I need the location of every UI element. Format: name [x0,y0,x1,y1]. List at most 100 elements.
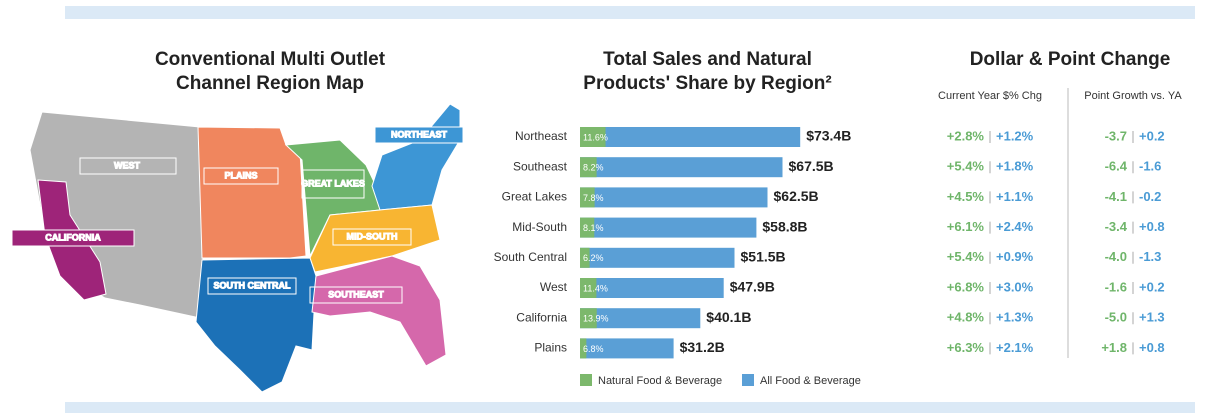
share-label: 6.8% [583,344,604,354]
change-natural: -3.4 [1105,219,1128,234]
bar [580,278,724,298]
change-natural: +6.1% [947,219,985,234]
change-all: +0.9% [996,249,1034,264]
share-bar [580,278,597,298]
label-box [374,126,464,144]
region-label: SOUTHEAST [328,289,384,299]
value-label: $51.5B [741,249,786,265]
change-natural: -4.1 [1105,189,1127,204]
change-all: -1.6 [1139,159,1161,174]
change-all: -1.3 [1139,249,1161,264]
bottom-band [65,402,1195,413]
top-band [65,6,1195,19]
category-label: Southeast [513,159,568,173]
region-label: WEST [114,160,141,170]
share-bar [580,157,597,178]
region-northeast [371,103,461,211]
column-header: Current Year $% Chg [938,90,1042,102]
legend-swatch [580,374,592,386]
change-all: +1.1% [996,189,1034,204]
region-mid-south [309,204,441,273]
bar [580,217,757,238]
change-natural: -5.0 [1105,310,1127,325]
change-natural: +5.4% [947,159,985,174]
label-box [207,277,297,295]
region-south-central [195,257,317,393]
change-all: +2.4% [996,219,1034,234]
share-label: 8.2% [583,163,604,173]
us-map: WEST PLAINS GREAT LAKES NORTHEAST CALIFO… [11,103,464,393]
bar [580,157,783,178]
share-bar [580,127,606,147]
share-bar [580,217,595,238]
bar [580,247,735,268]
label-box [11,229,135,247]
category-label: Plains [534,341,567,355]
category-label: West [540,280,568,294]
value-label: $73.4B [806,128,851,144]
share-label: 6.2% [583,253,604,263]
value-label: $40.1B [706,309,751,325]
region-plains [197,126,307,259]
region-label: GREAT LAKES [301,178,365,188]
value-label: $62.5B [774,188,819,204]
change-all: +1.3 [1139,310,1165,325]
label-box [301,169,365,199]
region-label: NORTHEAST [391,129,448,139]
bar [580,338,674,359]
category-label: Great Lakes [502,190,567,204]
value-label: $47.9B [730,279,775,295]
change-all: +0.8 [1139,219,1165,234]
change-natural: +5.4% [947,249,985,264]
bar [580,127,801,147]
share-bar [580,247,590,268]
change-natural: -6.4 [1105,159,1128,174]
region-label: SOUTH CENTRAL [214,280,291,290]
category-label: South Central [494,250,567,264]
bar [580,308,701,329]
category-label: Mid-South [512,220,567,234]
bar [580,187,768,208]
value-label: $58.8B [762,218,807,234]
change-natural: -3.7 [1105,128,1127,143]
change-all: +1.2% [996,128,1034,143]
change-all: +2.1% [996,340,1034,355]
change-all: +3.0% [996,279,1034,294]
change-natural: +4.8% [947,310,985,325]
change-all: +0.8 [1139,340,1165,355]
region-label: PLAINS [224,170,257,180]
label-box [79,157,177,175]
change-natural: +2.8% [947,128,985,143]
legend-label: All Food & Beverage [760,375,861,387]
share-bar [580,338,587,359]
map-title: Conventional Multi Outlet Channel Region… [154,49,386,94]
share-label: 11.6% [583,132,608,142]
change-all: +0.2 [1139,128,1165,143]
share-bar [580,308,597,329]
share-label: 7.8% [583,193,604,203]
legend-label: Natural Food & Beverage [598,375,722,387]
share-label: 11.4% [583,283,608,293]
change-natural: -4.0 [1105,249,1127,264]
category-label: California [516,310,567,324]
region-southeast [311,255,447,367]
change-all: -0.2 [1139,189,1161,204]
chart-title: Total Sales and Natural Products' Share … [583,49,832,94]
legend-swatch [742,374,754,386]
change-natural: -1.6 [1105,279,1127,294]
value-label: $67.5B [789,158,834,174]
label-box [309,286,403,304]
region-label: CALIFORNIA [45,232,101,242]
value-label: $31.2B [680,339,725,355]
change-natural: +6.3% [947,340,985,355]
change-all: +1.8% [996,159,1034,174]
change-all: +1.3% [996,310,1034,325]
change-natural: +1.8 [1101,340,1127,355]
table-title: Dollar & Point Change [969,49,1171,70]
change-natural: +6.8% [947,279,985,294]
label-box [203,167,279,185]
change-natural: +4.5% [947,189,985,204]
change-all: +0.2 [1139,279,1165,294]
